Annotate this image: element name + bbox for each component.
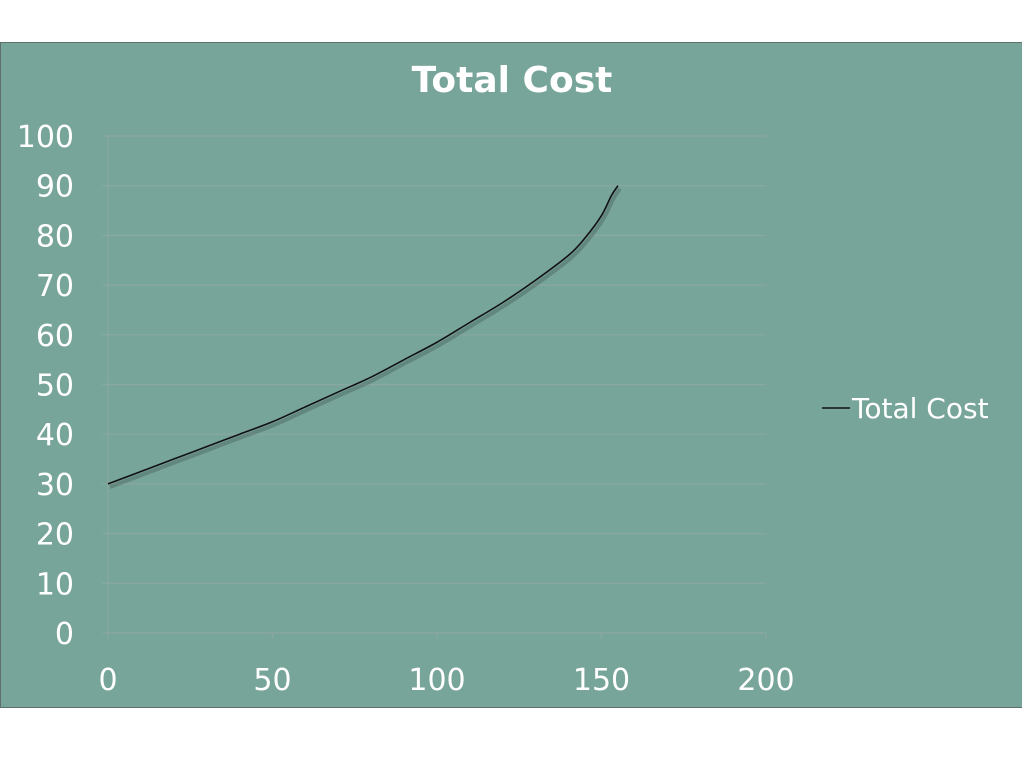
chart-title: Total Cost — [412, 60, 613, 101]
y-tick-label: 80 — [36, 219, 74, 254]
legend: Total Cost — [822, 392, 989, 425]
y-tick-label: 90 — [36, 170, 74, 205]
y-tick-label: 20 — [36, 518, 74, 553]
x-tick-label: 0 — [98, 663, 117, 698]
series-line-0 — [107, 185, 619, 485]
x-tick-label: 150 — [573, 663, 630, 698]
y-tick-label: 10 — [36, 567, 74, 602]
x-tick-label: 100 — [408, 663, 465, 698]
y-tick-label: 40 — [36, 418, 74, 453]
axis-layer: 0 10 20 30 40 50 60 70 80 90 100 0 50 100 150 200 — [17, 120, 795, 698]
grid-layer — [108, 135, 766, 634]
y-tick-label: 0 — [55, 617, 74, 652]
y-tick-label: 60 — [36, 319, 74, 354]
x-tick-label: 200 — [737, 663, 794, 698]
legend-label: Total Cost — [851, 392, 989, 425]
y-tick-label: 70 — [36, 269, 74, 304]
y-tick-label: 50 — [36, 369, 74, 404]
y-tick-label: 30 — [36, 468, 74, 503]
series-line-shadow — [109, 187, 622, 489]
chart-background — [1, 43, 1022, 707]
y-tick-label: 100 — [17, 120, 74, 155]
series-layer — [107, 185, 622, 489]
x-tick-label: 50 — [253, 663, 291, 698]
